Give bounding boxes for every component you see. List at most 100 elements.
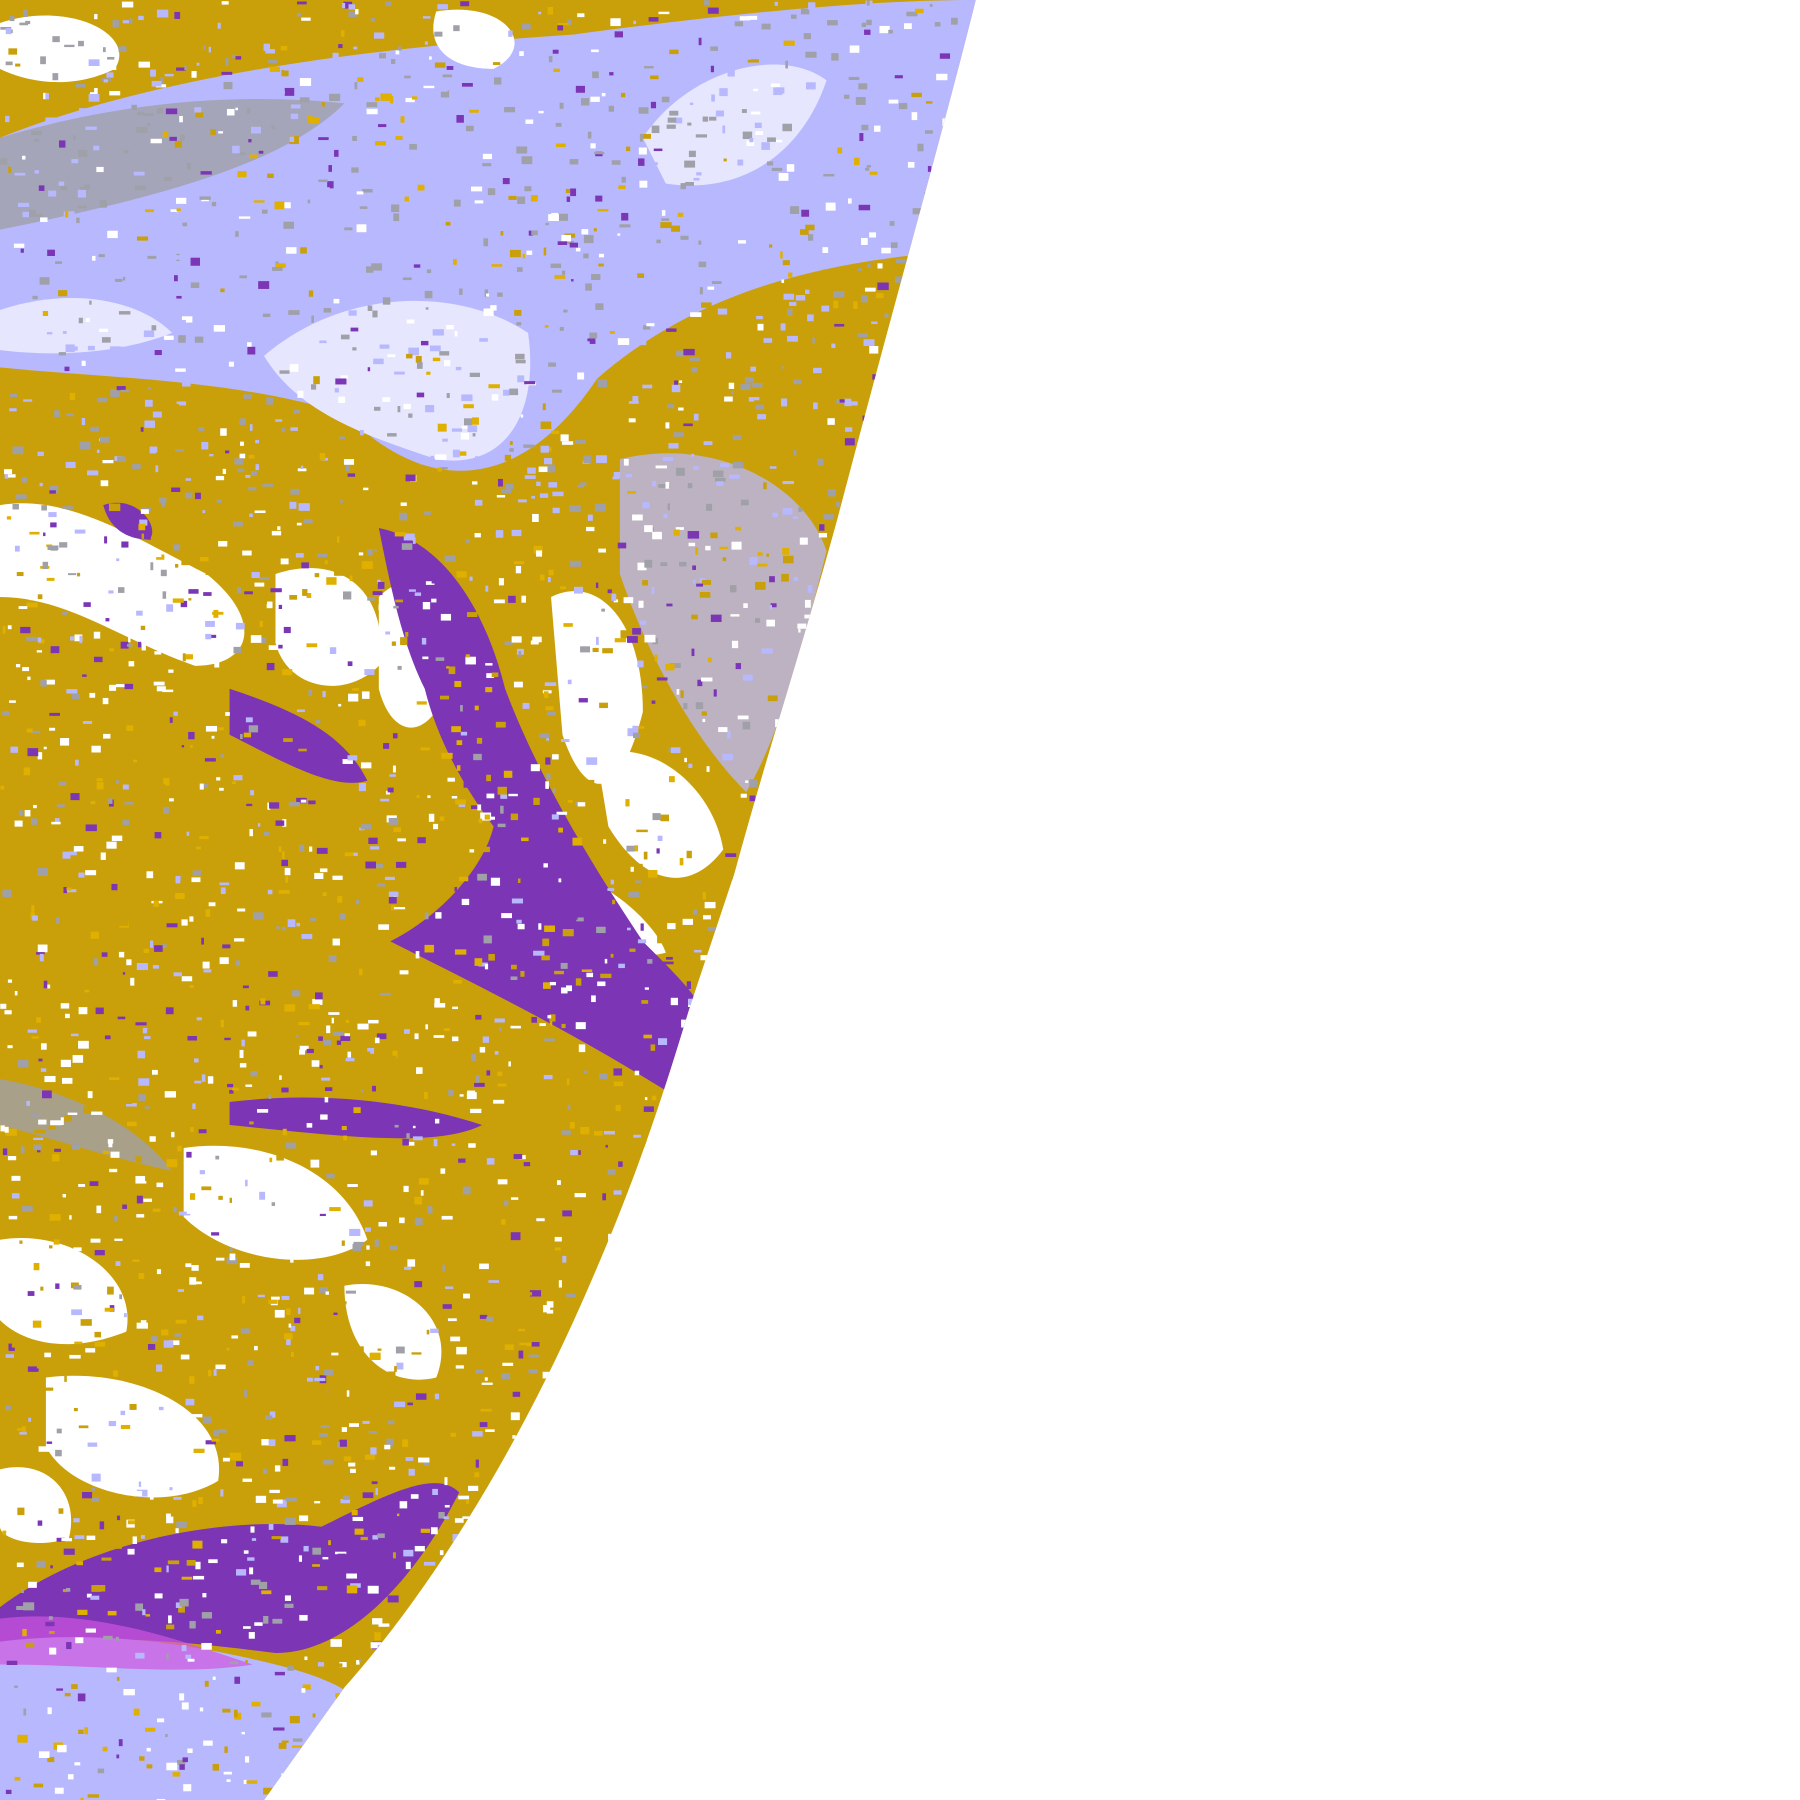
speckle — [271, 1283, 280, 1292]
speckle — [121, 1, 134, 8]
speckle — [962, 1160, 969, 1166]
speckle — [662, 1285, 673, 1289]
speckle — [921, 1198, 932, 1206]
speckle — [503, 389, 510, 396]
speckle — [533, 545, 543, 554]
speckle — [756, 1447, 766, 1456]
speckle — [286, 1338, 291, 1346]
speckle — [674, 1455, 684, 1461]
speckle — [900, 1351, 905, 1358]
speckle — [201, 937, 204, 945]
speckle — [660, 814, 670, 822]
speckle — [262, 1468, 268, 1474]
speckle — [533, 950, 545, 956]
speckle — [722, 753, 734, 761]
speckle — [220, 288, 225, 293]
speckle — [836, 1725, 848, 1731]
speckle — [620, 1337, 627, 1343]
speckle — [311, 1440, 322, 1445]
speckle — [822, 184, 832, 188]
speckle — [176, 401, 187, 406]
speckle — [631, 1596, 641, 1602]
speckle — [623, 458, 629, 466]
speckle — [771, 1350, 778, 1354]
speckle — [467, 1090, 476, 1094]
speckle — [599, 1073, 608, 1080]
speckle — [82, 674, 87, 677]
speckle — [442, 1264, 446, 1272]
speckle — [761, 142, 770, 150]
speckle — [88, 59, 100, 67]
speckle — [951, 1422, 958, 1427]
speckle — [465, 656, 476, 665]
speckle — [342, 2, 346, 9]
speckle — [950, 1697, 955, 1703]
speckle — [524, 381, 536, 385]
speckle — [186, 1210, 195, 1214]
speckle — [223, 1771, 232, 1775]
speckle — [782, 260, 790, 266]
speckle — [655, 1605, 663, 1612]
speckle — [440, 1793, 447, 1800]
speckle — [155, 465, 159, 473]
speckle — [962, 1052, 969, 1060]
speckle — [544, 1538, 556, 1542]
speckle — [944, 122, 952, 126]
speckle — [808, 960, 814, 967]
speckle — [72, 1144, 81, 1150]
speckle — [233, 1709, 238, 1718]
speckle — [346, 1573, 358, 1579]
speckle — [469, 109, 479, 113]
speckle — [567, 1345, 573, 1353]
speckle — [323, 1369, 334, 1376]
speckle — [477, 1791, 483, 1796]
speckle — [590, 1597, 599, 1603]
speckle — [739, 16, 750, 21]
speckle — [847, 401, 858, 406]
speckle — [961, 1537, 967, 1541]
speckle — [673, 1349, 683, 1352]
speckle — [653, 1477, 659, 1486]
speckle — [156, 9, 169, 18]
speckle — [783, 293, 795, 300]
speckle — [416, 392, 425, 398]
speckle — [850, 1514, 862, 1517]
speckle — [596, 455, 607, 464]
speckle — [235, 622, 245, 630]
speckle — [8, 1347, 15, 1351]
speckle — [63, 1548, 75, 1555]
speckle — [644, 66, 654, 69]
speckle — [763, 482, 767, 490]
speckle — [680, 1412, 684, 1417]
speckle — [450, 1775, 460, 1781]
speckle — [62, 23, 73, 27]
speckle — [933, 291, 942, 298]
speckle — [977, 87, 985, 95]
speckle — [513, 561, 525, 565]
speckle — [812, 1642, 817, 1648]
speckle — [655, 465, 667, 469]
speckle — [968, 1484, 976, 1491]
speckle — [78, 689, 86, 695]
speckle — [771, 1382, 781, 1391]
speckle — [723, 158, 727, 162]
speckle — [46, 1441, 53, 1444]
speckle — [132, 464, 141, 469]
speckle — [140, 427, 144, 432]
speckle — [469, 576, 473, 581]
speckle — [629, 1312, 635, 1320]
speckle — [332, 1031, 344, 1036]
speckle — [185, 478, 192, 481]
speckle — [879, 1109, 886, 1113]
speckle — [391, 204, 400, 213]
speckle — [907, 1246, 914, 1253]
speckle — [683, 1359, 692, 1363]
speckle — [901, 505, 904, 512]
speckle — [324, 1087, 333, 1092]
speckle — [964, 926, 974, 934]
speckle — [809, 1259, 813, 1263]
speckle — [285, 1142, 297, 1149]
speckle — [971, 1434, 976, 1439]
speckle — [851, 1378, 858, 1383]
